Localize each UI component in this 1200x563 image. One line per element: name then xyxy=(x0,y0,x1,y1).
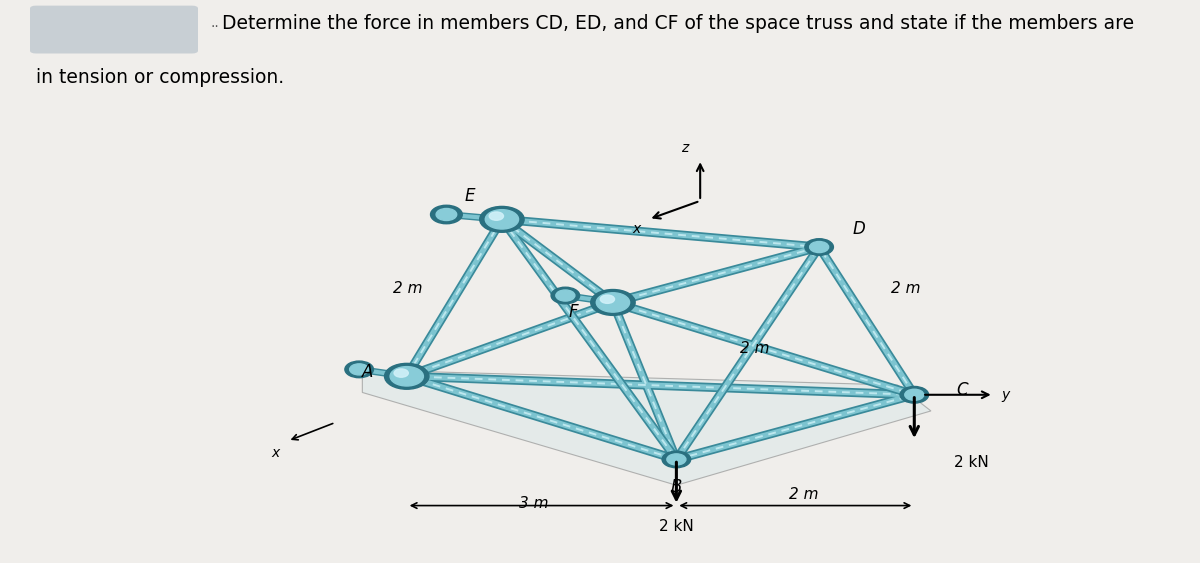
Text: ..: .. xyxy=(210,16,218,30)
Text: F: F xyxy=(569,303,578,321)
Text: D: D xyxy=(852,220,865,238)
Circle shape xyxy=(905,389,924,400)
Text: 2 m: 2 m xyxy=(890,281,920,296)
Text: 2 kN: 2 kN xyxy=(659,520,694,534)
Circle shape xyxy=(556,290,575,301)
Polygon shape xyxy=(362,370,931,485)
Circle shape xyxy=(390,367,424,386)
Circle shape xyxy=(344,361,373,378)
Circle shape xyxy=(490,212,504,220)
Circle shape xyxy=(805,239,834,256)
Text: x: x xyxy=(632,222,641,236)
Text: y: y xyxy=(1002,388,1009,402)
Circle shape xyxy=(900,386,929,403)
Circle shape xyxy=(349,364,368,375)
Text: 2 m: 2 m xyxy=(740,341,769,356)
Text: 2 m: 2 m xyxy=(788,487,818,502)
Circle shape xyxy=(667,454,686,465)
Text: Determine the force in members CD, ED, and CF of the space truss and state if th: Determine the force in members CD, ED, a… xyxy=(222,14,1134,33)
Text: |: | xyxy=(36,16,41,30)
Circle shape xyxy=(480,207,524,233)
Circle shape xyxy=(384,363,428,389)
Text: 2 m: 2 m xyxy=(394,281,422,296)
Circle shape xyxy=(551,287,580,304)
Text: 2 kN: 2 kN xyxy=(954,455,989,470)
Text: x: x xyxy=(271,445,280,459)
Circle shape xyxy=(662,451,691,468)
Circle shape xyxy=(431,205,462,224)
Text: E: E xyxy=(464,187,475,205)
Text: z: z xyxy=(682,141,689,155)
Circle shape xyxy=(436,208,457,221)
Text: B: B xyxy=(671,478,682,496)
Text: 3 m: 3 m xyxy=(518,497,548,511)
Circle shape xyxy=(600,295,614,303)
Circle shape xyxy=(596,293,630,312)
Text: C: C xyxy=(956,381,967,399)
Circle shape xyxy=(394,369,408,377)
Circle shape xyxy=(810,242,829,253)
Text: A: A xyxy=(361,363,373,381)
Text: in tension or compression.: in tension or compression. xyxy=(36,68,284,87)
Circle shape xyxy=(590,289,635,315)
Circle shape xyxy=(485,209,518,229)
